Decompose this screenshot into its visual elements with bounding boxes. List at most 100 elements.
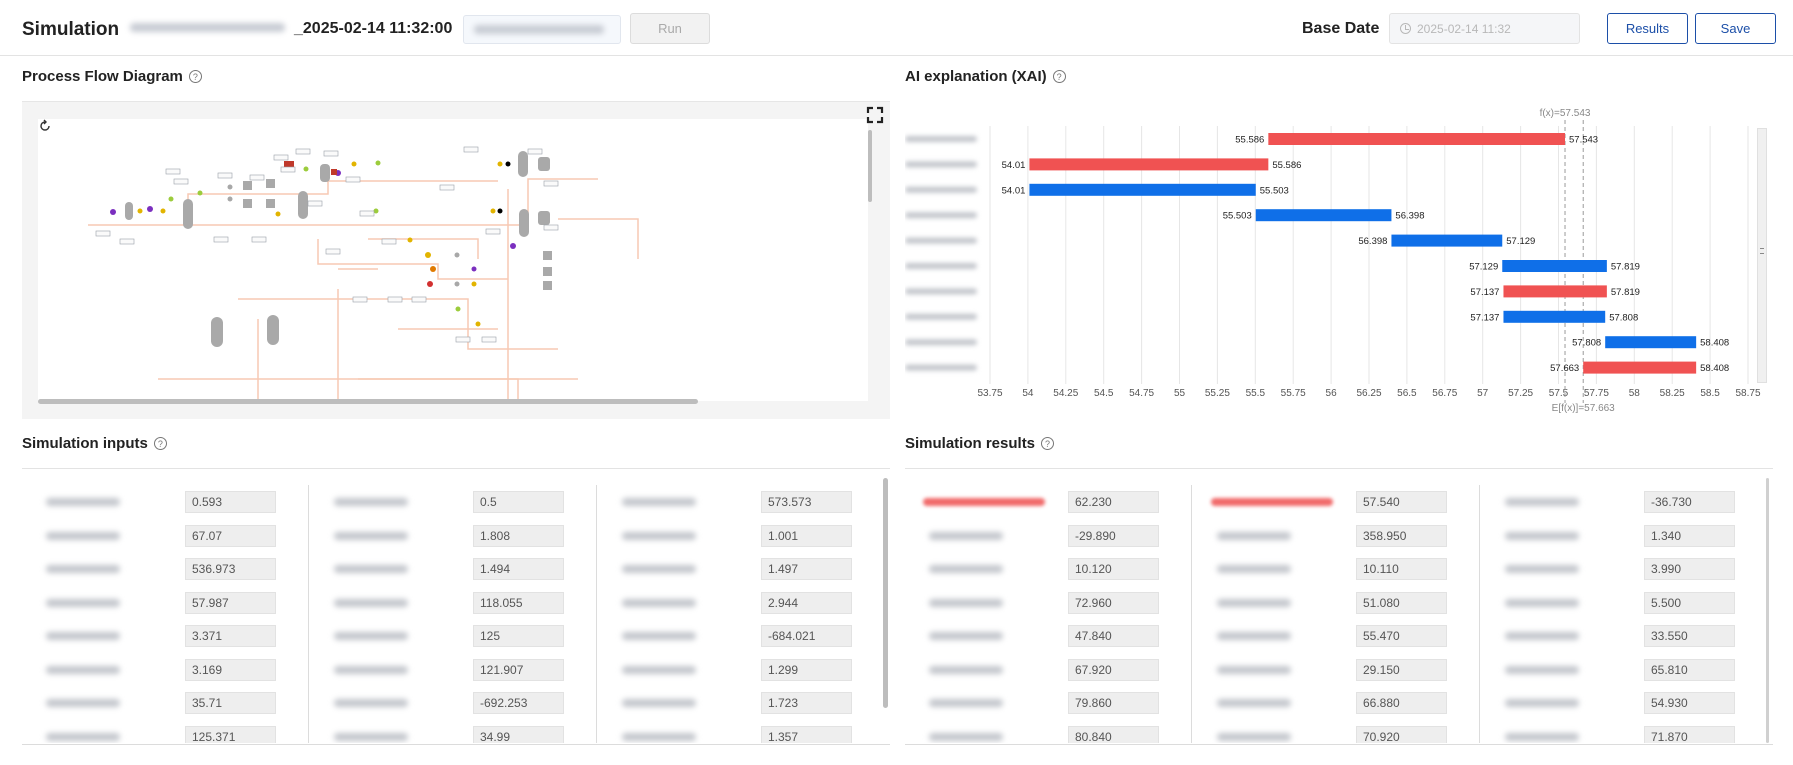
value-field[interactable]: 67.920	[1068, 658, 1159, 681]
results-bottom-border	[905, 744, 1773, 745]
value-field[interactable]: 1.299	[761, 658, 852, 681]
value-field[interactable]: 1.340	[1644, 524, 1735, 547]
feature-label-redacted	[905, 136, 977, 142]
feature-label-redacted	[905, 339, 977, 346]
value-field[interactable]: 57.987	[185, 591, 276, 614]
xai-vertical-scrollbar[interactable]	[1757, 128, 1767, 383]
value-field[interactable]: 5.500	[1644, 591, 1735, 614]
simulation-inputs-panel: 0.593 67.07 536.973 57.987 3.371 3.169 35.71 12…	[22, 478, 890, 743]
list-item: 0.5	[310, 491, 595, 513]
question-circle-icon[interactable]: ?	[153, 437, 167, 450]
value-field[interactable]: 10.120	[1068, 558, 1159, 580]
base-date-input[interactable]: 2025-02-14 11:32	[1389, 13, 1580, 44]
list-item: 47.840	[905, 625, 1190, 647]
value-field[interactable]: -29.890	[1068, 524, 1159, 547]
pfd-horizontal-scrollbar[interactable]	[38, 399, 698, 404]
value-field[interactable]: -684.021	[761, 625, 852, 647]
fullscreen-icon[interactable]	[866, 106, 884, 124]
question-circle-icon[interactable]: ?	[188, 70, 202, 83]
refresh-icon[interactable]	[38, 119, 52, 133]
value-field[interactable]: 1.497	[761, 558, 852, 580]
value-field[interactable]: 1.723	[761, 692, 852, 714]
value-field[interactable]: 3.990	[1644, 558, 1735, 580]
x-tick-label: 57.25	[1508, 388, 1533, 399]
value-field[interactable]: 2.944	[761, 591, 852, 614]
value-field[interactable]: 358.950	[1356, 524, 1447, 547]
tag-label-redacted	[1505, 565, 1579, 573]
value-field[interactable]: 536.973	[185, 558, 276, 580]
x-tick-label: 55.25	[1205, 388, 1230, 399]
value-field[interactable]: 1.357	[761, 725, 852, 743]
fx-annotation: f(x)=57.543	[1540, 108, 1591, 119]
x-tick-label: 55.5	[1246, 388, 1266, 399]
value-field[interactable]: 121.907	[473, 658, 564, 681]
x-tick-label: 58.75	[1735, 388, 1760, 399]
value-field[interactable]: 51.080	[1356, 591, 1447, 614]
value-field[interactable]: 57.540	[1356, 491, 1447, 513]
list-item: 1.723	[598, 692, 883, 714]
value-field[interactable]: 67.07	[185, 524, 276, 547]
list-item: 125	[310, 625, 595, 647]
bar-end-label: 56.398	[1395, 211, 1424, 222]
value-field[interactable]: 55.470	[1356, 625, 1447, 647]
run-button[interactable]: Run	[630, 13, 710, 44]
model-selector[interactable]	[463, 15, 621, 44]
question-circle-icon[interactable]: ?	[1052, 70, 1066, 83]
inputs-section-title: Simulation inputs ?	[22, 435, 167, 452]
value-field[interactable]: 70.920	[1356, 725, 1447, 743]
tag-label-redacted	[929, 632, 1003, 640]
value-field[interactable]: 65.810	[1644, 658, 1735, 681]
x-tick-label: 56.25	[1356, 388, 1381, 399]
value-field[interactable]: 0.5	[473, 491, 564, 513]
value-field[interactable]: 35.71	[185, 692, 276, 714]
feature-label-redacted	[905, 237, 977, 244]
bar-end-label: 57.819	[1611, 262, 1640, 273]
value-field[interactable]: 573.573	[761, 491, 852, 513]
value-field[interactable]: 118.055	[473, 591, 564, 614]
results-section-title: Simulation results ?	[905, 435, 1055, 452]
x-tick-label: 56.75	[1432, 388, 1457, 399]
value-field[interactable]: 3.371	[185, 625, 276, 647]
list-item: 121.907	[310, 658, 595, 681]
value-field[interactable]: 10.110	[1356, 558, 1447, 580]
value-field[interactable]: 3.169	[185, 658, 276, 681]
value-field[interactable]: -692.253	[473, 692, 564, 714]
value-field[interactable]: 1.001	[761, 524, 852, 547]
value-field[interactable]: 80.840	[1068, 725, 1159, 743]
value-field[interactable]: 1.808	[473, 524, 564, 547]
value-field[interactable]: 47.840	[1068, 625, 1159, 647]
results-button[interactable]: Results	[1607, 13, 1688, 44]
value-field[interactable]: 33.550	[1644, 625, 1735, 647]
value-field[interactable]: 62.230	[1068, 491, 1159, 513]
value-field[interactable]: 125	[473, 625, 564, 647]
x-tick-label: 57.5	[1549, 388, 1569, 399]
value-field[interactable]: 0.593	[185, 491, 276, 513]
value-field[interactable]: 72.960	[1068, 591, 1159, 614]
value-field[interactable]: 79.860	[1068, 692, 1159, 714]
inputs-scrollbar[interactable]	[883, 478, 888, 708]
base-date-placeholder: 2025-02-14 11:32	[1417, 21, 1511, 36]
simulation-name-redacted	[130, 23, 285, 32]
tag-label-redacted	[1505, 732, 1579, 741]
value-field[interactable]: 34.99	[473, 725, 564, 743]
value-field[interactable]: 66.880	[1356, 692, 1447, 714]
value-field[interactable]: 54.930	[1644, 692, 1735, 714]
tag-label-redacted	[923, 498, 1045, 506]
list-item: 67.07	[22, 524, 307, 547]
pfd-vertical-scrollbar[interactable]	[868, 130, 872, 202]
pfd-viewer[interactable]	[22, 101, 890, 419]
value-field[interactable]: -36.730	[1644, 491, 1735, 513]
list-item: 0.593	[22, 491, 307, 513]
value-field[interactable]: 71.870	[1644, 725, 1735, 743]
save-button[interactable]: Save	[1695, 13, 1776, 44]
pfd-canvas[interactable]	[38, 119, 868, 401]
x-tick-label: 55.75	[1281, 388, 1306, 399]
list-item: 80.840	[905, 725, 1190, 743]
value-field[interactable]: 1.494	[473, 558, 564, 580]
results-scrollbar[interactable]	[1766, 478, 1769, 743]
question-circle-icon[interactable]: ?	[1041, 437, 1055, 450]
value-field[interactable]: 125.371	[185, 725, 276, 743]
tag-label-redacted	[46, 598, 120, 607]
value-field[interactable]: 29.150	[1356, 658, 1447, 681]
x-tick-label: 54.5	[1094, 388, 1114, 399]
